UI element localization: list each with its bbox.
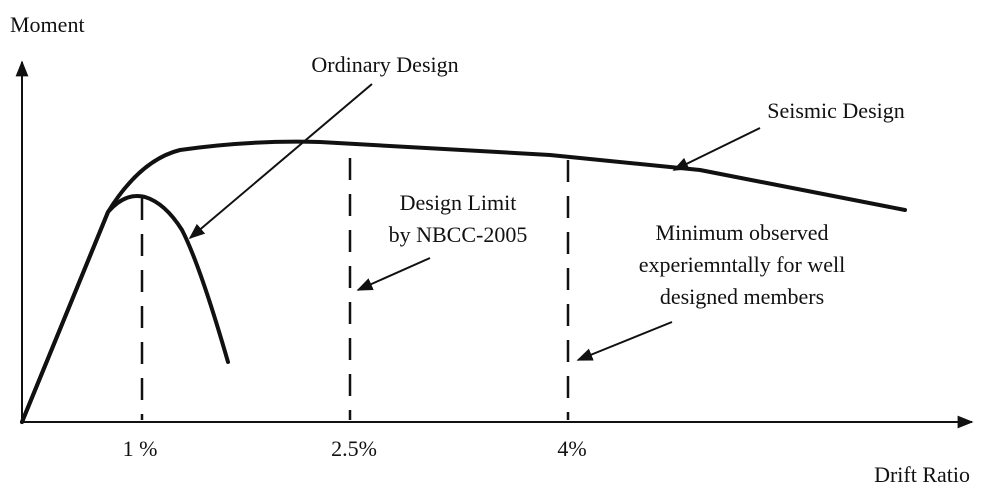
x-tick-label: 2.5%	[331, 436, 377, 461]
arrow	[356, 257, 431, 291]
arrow	[188, 83, 373, 240]
arrow	[576, 321, 673, 361]
x-axis-label: Drift Ratio	[874, 462, 970, 487]
seismic-curve	[20, 139, 907, 424]
x-tick-label: 4%	[557, 436, 586, 461]
annotation: Design Limit	[400, 190, 517, 215]
annotation: experiemntally for well	[639, 252, 845, 277]
ordinary-curve	[20, 194, 230, 424]
y-axis-label: Moment	[10, 12, 85, 37]
curve-label: Seismic Design	[767, 98, 905, 123]
annotation: designed members	[660, 284, 824, 309]
annotation: by NBCC-2005	[389, 222, 528, 247]
x-tick-label: 1 %	[123, 436, 158, 461]
curve-label: Ordinary Design	[311, 52, 458, 77]
annotation: Minimum observed	[656, 220, 829, 245]
arrow	[672, 127, 761, 171]
